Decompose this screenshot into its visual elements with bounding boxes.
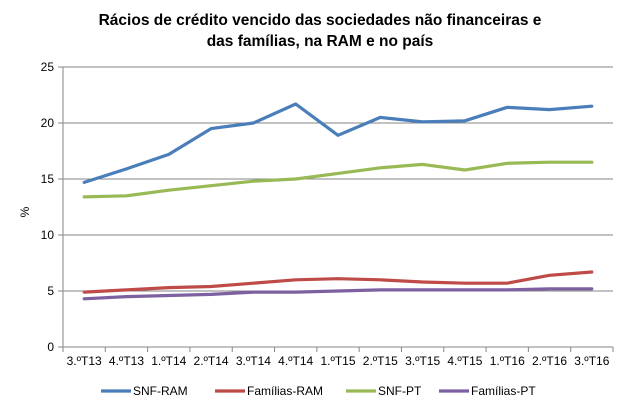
x-tick-label: 2.ºT16 [532, 354, 567, 368]
x-tick-label: 3.ºT15 [405, 354, 440, 368]
y-tick-label: 10 [41, 228, 55, 242]
series-line-3 [82, 160, 594, 199]
axes [58, 66, 614, 352]
x-tick-label: 3.ºT16 [574, 354, 609, 368]
x-tick-label: 2.ºT14 [194, 354, 229, 368]
x-tick-label: 1.ºT15 [320, 354, 355, 368]
legend-label-3: SNF-PT [378, 384, 422, 398]
x-tick-label: 4.ºT15 [447, 354, 482, 368]
series-lines [82, 102, 594, 301]
x-tick-label: 1.ºT16 [490, 354, 525, 368]
x-axis-tick-labels: 3.ºT13 4.ºT13 1.ºT14 2.ºT14 3.ºT14 4.ºT14 1.ºT… [67, 354, 610, 368]
legend-label-4: Famílias-PT [471, 384, 536, 398]
chart-title-line-1: Rácios de crédito vencido das sociedades… [98, 12, 542, 29]
series-line-4 [82, 287, 594, 301]
y-tick-label: 5 [47, 284, 54, 298]
y-axis-tick-labels: 0 5 10 15 20 25 [41, 60, 55, 354]
chart-title: Rácios de crédito vencido das sociedades… [40, 10, 600, 52]
x-tick-label: 2.ºT15 [363, 354, 398, 368]
x-tick-label: 1.ºT14 [151, 354, 186, 368]
legend-label-2: Famílias-RAM [247, 384, 323, 398]
y-tick-label: 15 [41, 172, 55, 186]
chart-title-line-2: das famílias, na RAM e no país [206, 33, 434, 50]
series-line-1 [82, 102, 594, 184]
x-tick-label: 4.ºT14 [278, 354, 313, 368]
y-tick-label: 25 [41, 60, 55, 74]
gridlines [63, 66, 613, 292]
x-tick-label: 3.ºT14 [236, 354, 271, 368]
legend-label-1: SNF-RAM [133, 384, 188, 398]
y-tick-label: 0 [47, 340, 54, 354]
x-tick-label: 3.ºT13 [67, 354, 102, 368]
series-line-2 [82, 270, 594, 294]
legend: SNF-RAM Famílias-RAM SNF-PT Famílias-PT [101, 384, 536, 398]
y-tick-label: 20 [41, 116, 55, 130]
y-axis-label: % [18, 206, 32, 217]
x-tick-label: 4.ºT13 [109, 354, 144, 368]
